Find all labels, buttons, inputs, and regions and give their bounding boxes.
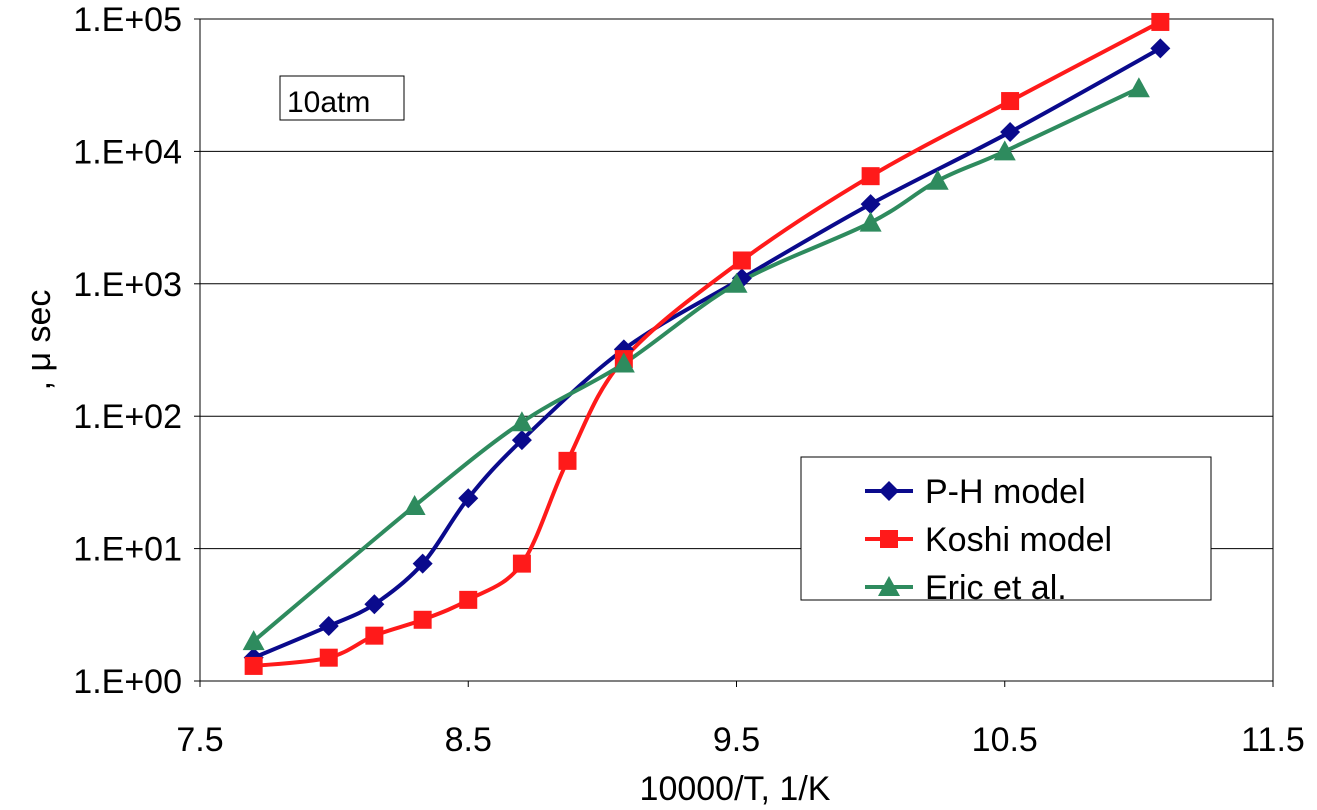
series-markers [242, 12, 1171, 675]
x-tick-label: 8.5 [445, 721, 492, 759]
data-point-koshi-model [459, 590, 478, 609]
legend-label-koshi-model: Koshi model [925, 521, 1112, 559]
y-tick-label: 1.E+03 [73, 266, 182, 304]
legend-marker-ph-model [879, 481, 899, 501]
legend-marker-eric-et-al [878, 576, 900, 596]
data-point-eric-et-al [612, 352, 635, 373]
legend-marker-koshi-model [880, 530, 898, 548]
data-point-koshi-model [319, 648, 338, 667]
data-point-koshi-model [732, 251, 751, 270]
x-tick-label: 10.5 [972, 721, 1038, 759]
data-point-koshi-model [861, 167, 880, 186]
data-point-koshi-model [1151, 12, 1170, 31]
data-point-ph-model [1000, 122, 1021, 143]
annotation-frame [279, 75, 405, 121]
data-point-ph-model [458, 488, 479, 509]
x-tick-label: 9.5 [713, 721, 760, 759]
data-point-eric-et-al [510, 411, 533, 432]
annotation-box: 10atm [279, 75, 405, 121]
data-point-eric-et-al [242, 630, 265, 651]
y-axis-tick-labels: 1.E+00 1.E+01 1.E+02 1.E+03 1.E+04 1.E+05 [73, 1, 182, 701]
data-point-eric-et-al [1127, 77, 1150, 98]
data-point-ph-model [860, 194, 881, 215]
y-tick-label: 1.E+05 [73, 1, 182, 39]
x-tick-label: 11.5 [1241, 721, 1305, 759]
y-tick-label: 1.E+02 [73, 398, 182, 436]
data-point-ph-model [1150, 38, 1171, 59]
data-point-koshi-model [365, 626, 384, 645]
y-tick-label: 1.E+00 [73, 663, 182, 701]
x-axis-tick-labels: 7.5 8.5 9.5 10.5 11.5 [176, 721, 1304, 759]
data-point-koshi-model [1001, 92, 1020, 111]
data-point-eric-et-al [993, 140, 1016, 161]
x-tick-label: 7.5 [176, 721, 223, 759]
annotation-text: 10atm [287, 86, 370, 119]
legend-label-eric-et-al: Eric et al. [925, 569, 1067, 607]
plot-area-frame [199, 18, 1274, 682]
legend-label-ph-model: P-H model [925, 473, 1086, 511]
data-point-eric-et-al [926, 169, 949, 190]
data-point-koshi-model [512, 554, 531, 573]
x-axis-title: 10000/T, 1/K [640, 770, 831, 808]
data-point-ph-model [511, 430, 532, 451]
data-point-koshi-model [244, 656, 263, 675]
data-point-eric-et-al [859, 211, 882, 232]
data-point-eric-et-al [725, 272, 748, 293]
y-axis-title: , μ sec [20, 290, 58, 391]
data-point-ph-model [364, 594, 385, 615]
data-point-eric-et-al [403, 494, 426, 515]
y-tick-label: 1.E+04 [73, 133, 182, 171]
data-point-ph-model [318, 616, 339, 637]
data-point-ph-model [412, 553, 433, 574]
y-tick-label: 1.E+01 [73, 531, 182, 569]
legend: P-H model Koshi model Eric et al. [800, 456, 1212, 607]
data-point-koshi-model [413, 610, 432, 629]
data-point-koshi-model [558, 451, 577, 470]
legend-frame [800, 456, 1212, 601]
